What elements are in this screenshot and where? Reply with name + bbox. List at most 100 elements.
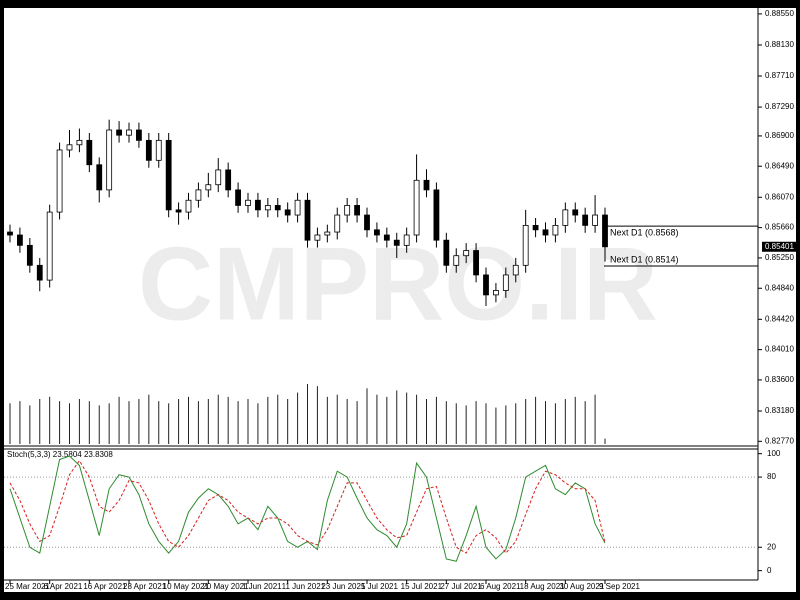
candle-body bbox=[36, 264, 43, 281]
candle-body bbox=[225, 169, 232, 191]
candle-body bbox=[582, 214, 589, 226]
candle-body bbox=[155, 139, 162, 161]
volume-bar bbox=[257, 403, 259, 444]
background bbox=[4, 8, 796, 592]
candle-body bbox=[344, 205, 351, 216]
candle-body bbox=[17, 234, 23, 246]
x-tick-label: 9 Sep 2021 bbox=[599, 582, 640, 591]
candle-body bbox=[205, 184, 212, 191]
last-price-box bbox=[762, 241, 796, 252]
volume-bar bbox=[49, 396, 51, 444]
candle-body bbox=[7, 231, 13, 236]
volume-bar bbox=[574, 396, 576, 444]
x-tick-label: 30 Aug 2021 bbox=[559, 582, 604, 591]
candle-body bbox=[106, 129, 113, 191]
candle-body bbox=[185, 199, 192, 213]
y-tick-label: 0.88550 bbox=[765, 9, 794, 18]
volume-bar bbox=[188, 396, 189, 444]
candle-body bbox=[66, 144, 73, 151]
candle-body bbox=[493, 290, 499, 296]
candle-body bbox=[175, 209, 182, 213]
volume-bar bbox=[148, 394, 150, 444]
volume-bar bbox=[307, 384, 308, 444]
candle-body bbox=[96, 164, 103, 191]
volume-bar bbox=[138, 399, 140, 444]
x-tick-label: 28 Apr 2021 bbox=[123, 582, 167, 591]
volume-bar bbox=[455, 403, 457, 444]
volume-bar bbox=[554, 403, 556, 444]
x-tick-label: 23 Jun 2021 bbox=[321, 582, 366, 591]
volume-bar bbox=[237, 401, 239, 444]
volume-bar bbox=[376, 394, 378, 444]
projection-label: Next D1 (0.8514) bbox=[610, 254, 679, 264]
y-tick-label: 80 bbox=[767, 472, 776, 481]
volume-bar bbox=[465, 405, 467, 444]
volume-bar bbox=[9, 403, 11, 444]
candle-body bbox=[453, 255, 460, 266]
candle-body bbox=[314, 234, 321, 241]
candle-body bbox=[552, 224, 559, 236]
candle-body bbox=[304, 199, 311, 241]
volume-bar bbox=[346, 399, 348, 444]
y-tick-label: 0.84010 bbox=[765, 345, 794, 354]
volume-bar bbox=[178, 399, 180, 444]
x-tick-label: 1 Jun 2021 bbox=[242, 582, 282, 591]
volume-bar bbox=[336, 394, 338, 444]
volume-bar bbox=[584, 401, 586, 444]
candle-body bbox=[522, 224, 529, 266]
candle-body bbox=[165, 139, 172, 211]
candle-body bbox=[116, 129, 122, 136]
candle-body bbox=[354, 205, 360, 216]
candle-body bbox=[403, 234, 410, 246]
volume-bar bbox=[386, 396, 388, 444]
candle-body bbox=[374, 229, 380, 236]
volume-bar bbox=[545, 401, 546, 444]
candle-body bbox=[473, 250, 479, 276]
candle-body bbox=[126, 129, 132, 136]
volume-bar bbox=[535, 396, 537, 444]
volume-bar bbox=[366, 388, 368, 444]
y-tick-label: 0.84840 bbox=[765, 283, 794, 292]
volume-bar bbox=[445, 401, 447, 444]
volume-bar bbox=[396, 390, 398, 444]
candle-body bbox=[264, 205, 271, 211]
volume-bar bbox=[416, 394, 418, 444]
candle-body bbox=[195, 189, 202, 201]
x-tick-label: 20 May 2021 bbox=[202, 582, 249, 591]
candle-body bbox=[215, 169, 222, 186]
volume-bar bbox=[515, 403, 517, 444]
volume-bar bbox=[356, 401, 358, 444]
x-tick-label: 15 Jul 2021 bbox=[401, 582, 443, 591]
y-tick-label: 20 bbox=[767, 542, 776, 551]
volume-bar bbox=[59, 401, 61, 444]
volume-bar bbox=[406, 392, 408, 444]
volume-bar bbox=[277, 394, 279, 444]
volume-bar bbox=[158, 401, 160, 444]
candle-body bbox=[136, 129, 142, 141]
candle-body bbox=[483, 274, 489, 296]
volume-bar bbox=[108, 403, 110, 444]
x-tick-label: 6 Apr 2021 bbox=[44, 582, 83, 591]
volume-bar bbox=[426, 399, 427, 444]
x-tick-label: 5 Jul 2021 bbox=[361, 582, 398, 591]
volume-bar bbox=[604, 438, 606, 444]
volume-bar bbox=[197, 401, 199, 444]
volume-bar bbox=[69, 403, 70, 444]
candle-body bbox=[572, 209, 579, 216]
candle-body bbox=[364, 214, 370, 231]
projection-label: Next D1 (0.8568) bbox=[610, 228, 679, 238]
candle-body bbox=[274, 205, 281, 211]
volume-bar bbox=[594, 394, 596, 444]
candle-body bbox=[255, 199, 261, 211]
candle-body bbox=[334, 214, 341, 233]
candle-body bbox=[512, 264, 519, 276]
candle-body bbox=[324, 231, 331, 236]
candle-body bbox=[245, 199, 251, 206]
volume-bar bbox=[39, 399, 41, 444]
candle-body bbox=[502, 274, 509, 291]
candle-body bbox=[413, 179, 420, 236]
y-tick-label: 0.86070 bbox=[765, 192, 794, 201]
y-tick-label: 0.86900 bbox=[765, 131, 794, 140]
